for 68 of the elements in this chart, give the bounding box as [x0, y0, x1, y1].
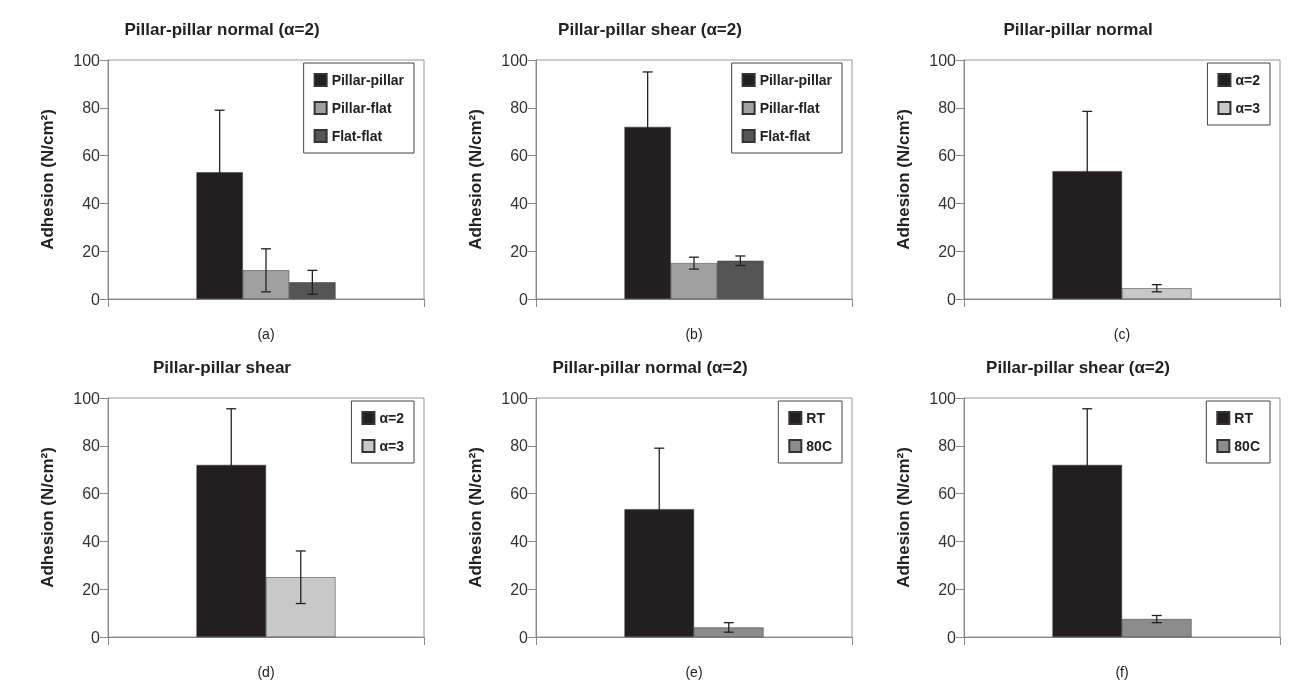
y-tick-label: 60	[938, 485, 957, 503]
y-tick-label: 0	[947, 628, 957, 646]
y-tick-label: 60	[510, 485, 529, 503]
y-tick-label: 20	[938, 580, 957, 598]
y-tick-label: 80	[510, 437, 529, 455]
y-tick-label: 60	[938, 147, 957, 165]
y-axis-title: Adhesion (N/cm²)	[38, 447, 57, 588]
chart-title: Pillar-pillar shear (α=2)	[558, 20, 742, 39]
y-tick-label: 100	[501, 389, 529, 407]
y-axis-title: Adhesion (N/cm²)	[466, 109, 485, 250]
y-tick-label: 60	[82, 485, 101, 503]
chart-title: Pillar-pillar normal (α=2)	[552, 358, 748, 377]
legend-label: Pillar-pillar	[331, 72, 405, 88]
legend-label: 80C	[1234, 438, 1260, 454]
y-tick-label: 100	[929, 51, 957, 69]
legend-label: α=3	[1235, 100, 1261, 116]
y-tick-label: 80	[510, 99, 529, 117]
y-tick-label: 20	[510, 242, 529, 260]
x-axis-title: (e)	[685, 664, 703, 680]
y-tick-label: 100	[73, 51, 101, 69]
legend-label: 80C	[806, 438, 832, 454]
chart-title: Pillar-pillar shear	[153, 358, 292, 377]
x-axis-title: (f)	[1115, 664, 1129, 680]
y-tick-label: 80	[82, 99, 101, 117]
y-tick-label: 80	[938, 99, 957, 117]
y-tick-label: 40	[82, 194, 101, 212]
legend-label: α=2	[1235, 72, 1261, 88]
y-tick-label: 0	[947, 290, 957, 308]
legend-label: Pillar-flat	[331, 100, 392, 116]
y-tick-label: 40	[510, 194, 529, 212]
y-tick-label: 0	[91, 290, 101, 308]
legend-label: RT	[1234, 410, 1254, 426]
chart-title: Pillar-pillar shear (α=2)	[986, 358, 1170, 377]
legend-label: α=2	[379, 410, 405, 426]
y-tick-label: 0	[519, 290, 529, 308]
y-axis-title: Adhesion (N/cm²)	[894, 109, 913, 250]
y-tick-label: 20	[510, 580, 529, 598]
y-axis-title: Adhesion (N/cm²)	[894, 447, 913, 588]
legend-label: Flat-flat	[331, 128, 383, 144]
y-tick-label: 0	[519, 628, 529, 646]
x-axis-title: (a)	[257, 326, 275, 342]
y-tick-label: 80	[938, 437, 957, 455]
y-tick-label: 60	[510, 147, 529, 165]
chart-title: Pillar-pillar normal	[1003, 20, 1153, 39]
y-tick-label: 20	[938, 242, 957, 260]
y-tick-label: 40	[82, 532, 101, 550]
y-tick-label: 100	[501, 51, 529, 69]
x-axis-title: (b)	[685, 326, 703, 342]
y-tick-label: 0	[91, 628, 101, 646]
y-tick-label: 100	[929, 389, 957, 407]
x-axis-title: (c)	[1113, 326, 1131, 342]
y-tick-label: 40	[510, 532, 529, 550]
x-axis-title: (d)	[257, 664, 275, 680]
y-tick-label: 20	[82, 242, 101, 260]
y-axis-title: Adhesion (N/cm²)	[38, 109, 57, 250]
y-tick-label: 100	[73, 389, 101, 407]
y-tick-label: 20	[82, 580, 101, 598]
chart-title: Pillar-pillar normal (α=2)	[124, 20, 320, 39]
legend-label: Pillar-pillar	[759, 72, 833, 88]
y-tick-label: 80	[82, 437, 101, 455]
legend-label: α=3	[379, 438, 405, 454]
y-tick-label: 40	[938, 194, 957, 212]
legend-label: RT	[806, 410, 826, 426]
y-axis-title: Adhesion (N/cm²)	[466, 447, 485, 588]
legend-label: Pillar-flat	[759, 100, 820, 116]
legend-label: Flat-flat	[759, 128, 811, 144]
y-tick-label: 60	[82, 147, 101, 165]
y-tick-label: 40	[938, 532, 957, 550]
